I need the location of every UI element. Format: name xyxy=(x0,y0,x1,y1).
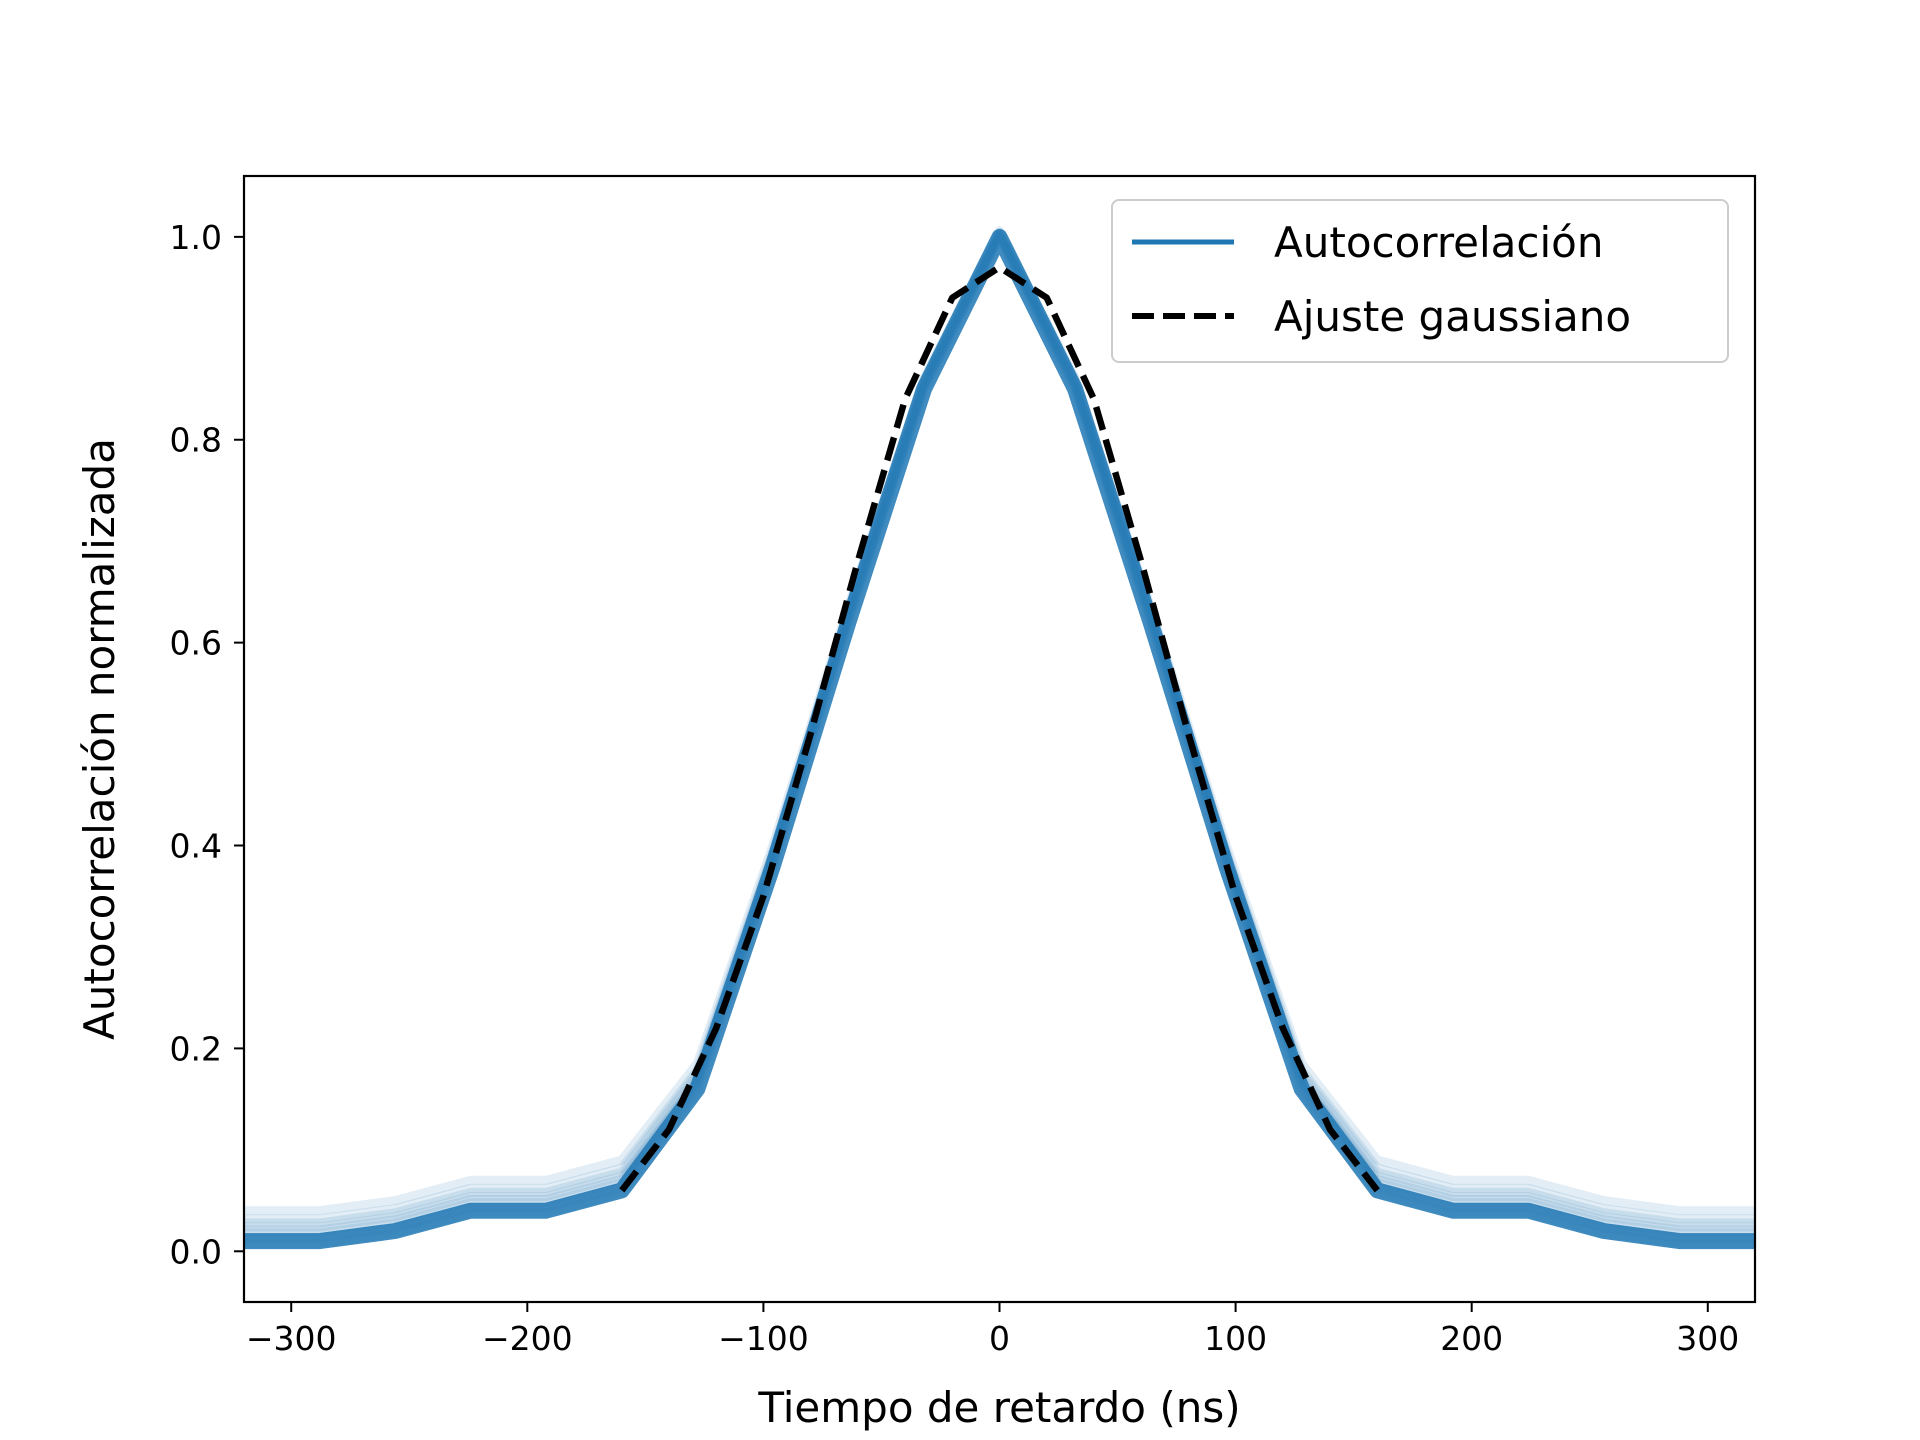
plot-area xyxy=(244,226,1755,1250)
y-tick-label: 1.0 xyxy=(170,218,222,257)
y-tick-label: 0.6 xyxy=(170,624,222,663)
x-axis-label: Tiempo de retardo (ns) xyxy=(757,1383,1240,1432)
x-tick-label: 100 xyxy=(1204,1319,1267,1358)
x-tick-label: −300 xyxy=(246,1319,337,1358)
x-tick-label: −100 xyxy=(718,1319,809,1358)
legend-box xyxy=(1111,199,1729,363)
y-tick-label: 0.4 xyxy=(170,827,222,866)
y-tick-label: 0.8 xyxy=(170,421,222,460)
y-tick-label: 0.2 xyxy=(170,1029,222,1068)
series-ajuste-gaussiano-line xyxy=(619,264,1380,1193)
y-axis-label: Autocorrelación normalizada xyxy=(75,438,124,1040)
legend: Autocorrelación Ajuste gaussiano xyxy=(1111,199,1729,363)
series-autocorrelacion-line xyxy=(244,228,1755,1250)
legend-label-ajuste-gaussiano: Ajuste gaussiano xyxy=(1274,292,1631,341)
x-tick-label: 300 xyxy=(1676,1319,1739,1358)
legend-label-autocorrelacion: Autocorrelación xyxy=(1274,218,1604,267)
x-tick-label: 200 xyxy=(1440,1319,1503,1358)
x-tick-label: 0 xyxy=(989,1319,1010,1358)
axis-ticks: −300 −200 −100 0 100 200 300 0.0 0.2 0.4 0.6 0.8 1.0 xyxy=(170,218,1740,1358)
y-tick-label: 0.0 xyxy=(170,1232,222,1271)
x-tick-label: −200 xyxy=(482,1319,573,1358)
